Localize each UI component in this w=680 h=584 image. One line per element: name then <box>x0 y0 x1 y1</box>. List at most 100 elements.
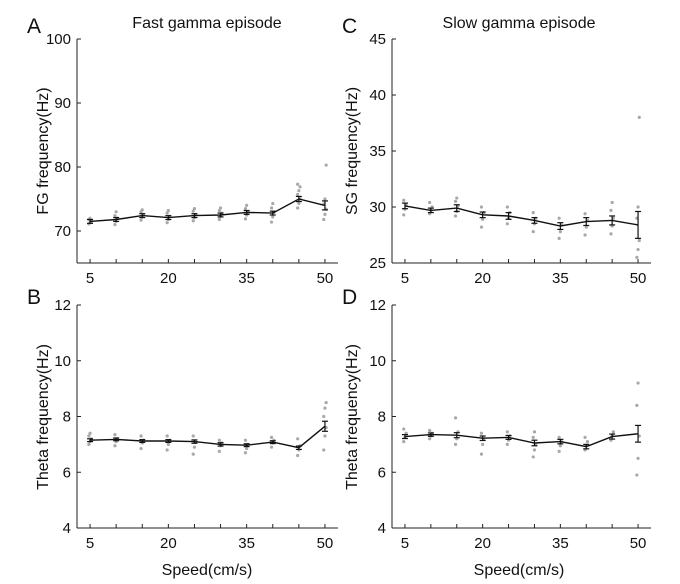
panel-a-mean-line <box>89 198 326 223</box>
panel-c-y-tick-label: 25 <box>369 255 386 272</box>
panel-b-scatter-point <box>113 433 117 437</box>
panel-d-scatter-point <box>402 427 406 431</box>
panel-c-scatter-point <box>609 232 613 236</box>
panel-d-scatter-point <box>453 442 458 446</box>
panel-d-scatter-point <box>479 452 484 456</box>
panel-d-scatter-point <box>481 442 485 446</box>
panel-b-scatter-point <box>243 451 248 455</box>
panel-c-title: Slow gamma episode <box>443 15 596 32</box>
panel-a-scatter-point <box>165 211 169 215</box>
panel-b-scatter-point <box>323 434 327 438</box>
panel-d-mean-line <box>404 433 639 448</box>
panel-a-scatter-point <box>113 223 117 227</box>
panel-a-plot: 70 80 90 100 5 20 35 50 <box>46 31 338 287</box>
panel-c-scatter-point <box>584 225 588 229</box>
panel-c-x-tick-label: 20 <box>474 270 491 287</box>
panel-c-scatter-point <box>455 196 459 200</box>
panel-b-y-tick-label: 4 <box>63 520 71 537</box>
panel-b-scatter-point <box>322 448 326 452</box>
panel-a-scatter-point <box>271 215 275 219</box>
panel-d-scatter-point <box>505 430 509 434</box>
panel-d-y-tick-label: 4 <box>378 520 386 537</box>
panel-c-scatter-point <box>610 200 614 205</box>
panel-c-plot: 25 30 35 40 45 5 20 35 50 <box>369 31 651 287</box>
panel-c-ylabel: SG frequency(Hz) <box>344 87 361 215</box>
panel-b-scatter-point <box>296 453 300 458</box>
panel-b-scatter-point <box>217 449 221 453</box>
panel-a-scatter-point <box>296 206 300 210</box>
panel-c-y-tick-label: 35 <box>369 143 386 160</box>
panel-a-x-tick-label: 50 <box>317 270 334 287</box>
panel-c-scatter-point <box>557 236 561 240</box>
panel-b-y-tick-label: 6 <box>63 464 71 481</box>
panel-a-title: Fast gamma episode <box>132 15 282 32</box>
panel-c-scatter-point <box>505 205 509 209</box>
panel-c-scatter-point <box>635 255 639 259</box>
panel-d-scatter-point <box>531 455 535 459</box>
panel-c-scatter-point <box>428 200 432 205</box>
panel-b-x-tick-label: 50 <box>317 535 334 552</box>
panel-b-scatter-point <box>324 400 328 405</box>
panel-b-ylabel: Theta frequency(Hz) <box>35 344 52 490</box>
panel-c-y-tick-label: 40 <box>369 87 386 104</box>
panel-a-scatter-point <box>298 185 302 189</box>
panel-d-scatter-point <box>636 456 640 460</box>
panel-c-scatter-point <box>402 213 406 217</box>
panel-b-scatter-point <box>88 431 92 435</box>
panel-b-scatter-point <box>243 438 248 442</box>
panel-c-scatter-point <box>453 199 458 203</box>
panel-a-scatter-point <box>324 163 328 167</box>
panel-b-scatter-point <box>139 446 143 451</box>
panel-c-scatter-point <box>583 212 587 216</box>
panel-a-scatter-point <box>297 201 301 206</box>
panel-letter-b: B <box>27 286 41 309</box>
panel-a-scatter-point <box>191 209 195 213</box>
panel-c-y-tick-label: 45 <box>369 31 386 48</box>
panel-d-xlabel: Speed(cm/s) <box>474 562 565 579</box>
panel-d-scatter-point <box>635 403 639 407</box>
panel-a-x-tick-label: 5 <box>86 270 94 287</box>
panel-d-scatter-point <box>479 431 484 435</box>
panel-c-scatter-point <box>479 205 484 209</box>
panel-c-scatter-point <box>637 239 641 243</box>
panel-c-scatter-point <box>453 214 458 218</box>
panel-a-y-tick-label: 90 <box>54 95 71 112</box>
panel-d-scatter-point <box>428 428 432 433</box>
panel-d-scatter-point <box>635 473 639 477</box>
panel-d-ylabel: Theta frequency(Hz) <box>344 344 361 490</box>
panel-a-y-tick-label: 80 <box>54 159 71 176</box>
panel-a-scatter-point <box>243 217 248 221</box>
panel-b-scatter-point <box>191 452 195 456</box>
panel-c-scatter-point <box>636 205 640 209</box>
panel-b-scatter-point <box>322 414 326 419</box>
panel-a-scatter-point <box>296 192 300 197</box>
panel-a-scatter-point <box>166 208 170 213</box>
panel-c-x-tick-label: 5 <box>401 270 409 287</box>
panel-b-scatter-point <box>139 434 143 438</box>
panel-b-y-tick-label: 10 <box>54 353 71 370</box>
panel-a-scatter-point <box>269 206 274 210</box>
panel-a-scatter-point <box>271 201 275 206</box>
panel-b-y-tick-label: 8 <box>63 409 71 426</box>
panel-c-scatter-point <box>558 230 562 234</box>
panel-b-scatter-point <box>165 434 169 438</box>
panel-b-scatter-point <box>323 406 327 410</box>
panel-b-scatter-point <box>269 435 274 440</box>
panel-d-scatter-point <box>585 439 590 444</box>
panel-c-x-tick-label: 35 <box>552 270 569 287</box>
panel-a-scatter-point <box>140 208 144 212</box>
panel-d-scatter-point <box>611 430 615 434</box>
panel-a-scatter-point <box>323 197 327 201</box>
panel-d-scatter-point <box>453 416 458 420</box>
panel-c-scatter-point <box>637 115 641 119</box>
panel-a-scatter-point <box>217 208 221 213</box>
panel-c-scatter-point <box>402 198 406 202</box>
panel-d-scatter-point <box>557 435 561 440</box>
panel-d-scatter-point <box>636 381 640 385</box>
panel-d-scatter-point <box>558 444 562 448</box>
panel-a-scatter-point <box>296 182 300 186</box>
panel-a-scatter-point <box>165 221 169 225</box>
panel-b-scatter-point <box>113 444 117 448</box>
panel-b-xlabel: Speed(cm/s) <box>162 562 253 579</box>
panel-b-y-tick-label: 12 <box>54 297 71 314</box>
